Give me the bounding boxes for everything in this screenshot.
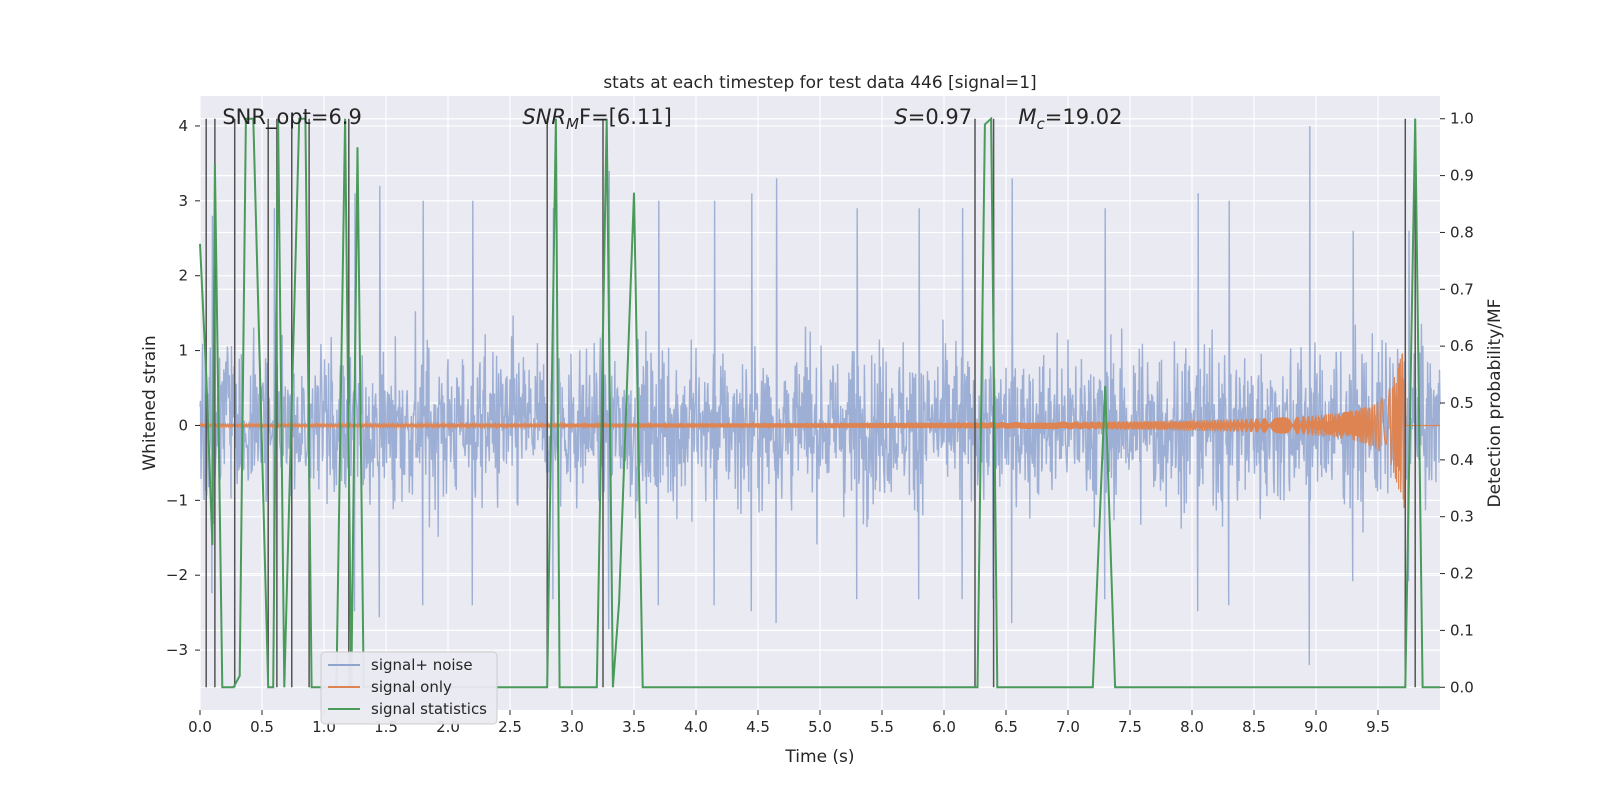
y-right-tick-label-1: 0.1 <box>1450 621 1474 639</box>
x-tick-label-12: 6.0 <box>932 718 956 736</box>
x-tick-label-7: 3.5 <box>622 718 646 736</box>
y-right-tick-label-3: 0.3 <box>1450 508 1474 526</box>
noise-line <box>199 125 1441 666</box>
y-tick-label-6: 3 <box>178 192 188 210</box>
legend-label-signal-noise: signal+ noise <box>371 656 473 674</box>
x-tick-label-9: 4.5 <box>746 718 770 736</box>
y-right-tick-label-5: 0.5 <box>1450 394 1474 412</box>
y-tick-label-1: −2 <box>166 566 188 584</box>
chirp-line <box>199 343 1440 509</box>
y-axis-right-label: Detection probability/MF <box>1485 299 1505 508</box>
x-tick-label-18: 9.0 <box>1304 718 1328 736</box>
annotations: SNR_opt=6.9 SNRMF=[6.11] S=0.97 Mc=19.02 <box>222 105 1122 133</box>
x-tick-label-17: 8.5 <box>1242 718 1266 736</box>
series-signal-only <box>199 343 1440 509</box>
y-right-tick-label-6: 0.6 <box>1450 337 1474 355</box>
annotation-1: SNRMF=[6.11] <box>522 105 671 133</box>
legend-box <box>320 651 498 725</box>
y-right-tick-label-0: 0.0 <box>1450 678 1474 696</box>
y-tick-label-5: 2 <box>178 267 188 285</box>
y-tick-label-4: 1 <box>178 342 188 360</box>
probability-line <box>199 116 1440 689</box>
x-tick-label-10: 5.0 <box>808 718 832 736</box>
x-tick-label-0: 0.0 <box>188 718 212 736</box>
y-right-tick-label-8: 0.8 <box>1450 223 1474 241</box>
y-right-tick-label-2: 0.2 <box>1450 565 1474 583</box>
y-right-tick-label-9: 0.9 <box>1450 167 1474 185</box>
x-tick-label-5: 2.5 <box>498 718 522 736</box>
annotation-3: Mc=19.02 <box>1018 105 1122 133</box>
y-tick-label-0: −3 <box>166 641 188 659</box>
y-tick-label-2: −1 <box>166 491 188 509</box>
legend: signal+ noise signal only signal statist… <box>320 651 498 725</box>
annotation-2: S=0.97 <box>894 105 972 129</box>
series-signal-statistics <box>199 116 1440 689</box>
x-tick-label-15: 7.5 <box>1118 718 1142 736</box>
y-tick-label-3: 0 <box>178 416 188 434</box>
annotation-0: SNR_opt=6.9 <box>222 105 362 130</box>
x-tick-label-14: 7.0 <box>1056 718 1080 736</box>
x-tick-label-11: 5.5 <box>870 718 894 736</box>
y-tick-label-7: 4 <box>178 117 188 135</box>
x-tick-label-16: 8.0 <box>1180 718 1204 736</box>
grid <box>199 96 1440 710</box>
series-signal-noise <box>199 125 1441 666</box>
x-axis-label: Time (s) <box>784 747 854 767</box>
y-axis-label: Whitened strain <box>140 335 160 470</box>
legend-label-signal-only: signal only <box>371 678 452 696</box>
x-tick-label-8: 4.0 <box>684 718 708 736</box>
x-tick-label-13: 6.5 <box>994 718 1018 736</box>
axes: 0.0 0.5 1.0 1.5 2.0 2.5 3.0 3.5 4.0 4.5 5.0 5.5 6.0 6… <box>166 110 1474 736</box>
x-tick-label-6: 3.0 <box>560 718 584 736</box>
x-tick-label-1: 0.5 <box>250 718 274 736</box>
chart-title: stats at each timestep for test data 446… <box>603 73 1036 93</box>
y-right-tick-label-4: 0.4 <box>1450 451 1474 469</box>
y-right-tick-label-10: 1.0 <box>1450 110 1474 128</box>
x-tick-label-19: 9.5 <box>1366 718 1390 736</box>
legend-label-signal-statistics: signal statistics <box>371 700 487 718</box>
y-right-tick-label-7: 0.7 <box>1450 280 1474 298</box>
